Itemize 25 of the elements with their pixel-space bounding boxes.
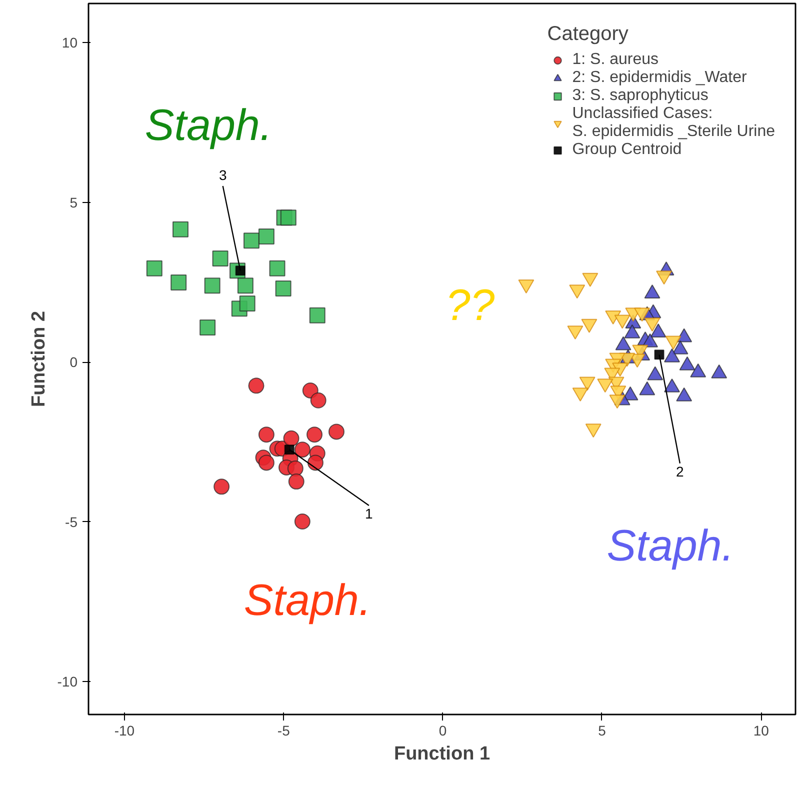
x-axis-title: Function 1 bbox=[394, 744, 490, 764]
annotation: Staph. bbox=[244, 576, 372, 626]
y-tick-label: -5 bbox=[65, 514, 78, 530]
annotation: Staph. bbox=[144, 101, 272, 150]
legend-label: Unclassified Cases: S. epidermidis _Sterile Urine bbox=[572, 105, 775, 141]
legend-label: 2: S. epidermidis _Water bbox=[572, 69, 747, 87]
y-tick-label: -10 bbox=[57, 674, 78, 690]
annotation: 3 bbox=[218, 166, 227, 183]
legend-label: 3: S. saprophyticus bbox=[572, 87, 708, 105]
y-tick-label: 5 bbox=[70, 194, 78, 210]
legend-title: Category bbox=[547, 23, 630, 46]
y-axis-title: Function 2 bbox=[28, 310, 50, 408]
y-tick-label: 10 bbox=[62, 34, 78, 50]
legend-label: Group Centroid bbox=[572, 141, 682, 159]
annotation: 1 bbox=[365, 506, 374, 522]
x-tick-label: 0 bbox=[438, 722, 447, 738]
annotation: ?? bbox=[446, 280, 496, 330]
x-tick-label: -10 bbox=[114, 722, 135, 738]
x-tick-label: 5 bbox=[598, 722, 606, 738]
x-tick-label: 10 bbox=[753, 722, 770, 738]
annotation: Staph. bbox=[606, 521, 734, 570]
legend-label: 1: S. aureus bbox=[572, 51, 659, 69]
annotation: 2 bbox=[676, 463, 684, 480]
y-tick-label: 0 bbox=[70, 354, 78, 370]
x-tick-label: -5 bbox=[277, 722, 290, 738]
